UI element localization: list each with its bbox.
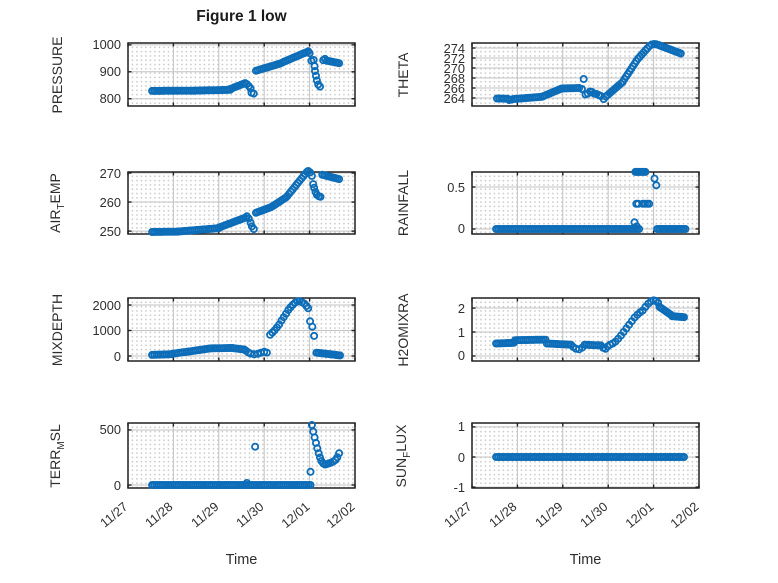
y-axis-label-rainfall: RAINFALL — [395, 169, 411, 237]
y-tick-label-theta: 270 — [443, 60, 465, 76]
data-points-h2omixra — [492, 296, 689, 354]
panel-air-temp — [127, 166, 356, 236]
y-tick-label-terr-msl: 500 — [99, 422, 121, 438]
y-axis-label-theta: THETA — [395, 52, 411, 97]
axes-frame-mixdepth — [127, 297, 356, 362]
tick-marks-theta — [471, 43, 700, 106]
y-tick-label-h2omixra: 1 — [457, 324, 465, 340]
data-points-rainfall — [492, 167, 690, 233]
major-grid-air-temp — [128, 172, 355, 234]
data-points-mixdepth — [148, 297, 344, 360]
y-tick-label-theta: 268 — [443, 70, 465, 86]
y-tick-label-rainfall: 0 — [457, 221, 465, 237]
major-grid-rainfall — [472, 172, 699, 234]
data-points-theta — [492, 40, 685, 105]
panel-rainfall — [471, 167, 700, 235]
panel-sun-flux — [471, 422, 700, 489]
data-points-terr-msl — [148, 420, 344, 489]
y-tick-label-h2omixra: 2 — [457, 300, 465, 316]
figure-title: Figure 1 low — [196, 8, 287, 25]
data-points-pressure — [148, 47, 344, 98]
y-tick-label-mixdepth: 2000 — [92, 297, 121, 313]
tick-marks-sun-flux — [471, 423, 700, 488]
axes-frame-pressure — [127, 42, 356, 107]
panel-theta — [471, 40, 700, 107]
y-axis-label-pressure: PRESSURE — [49, 35, 65, 114]
y-axis-label-terr-msl: TERRMSL — [47, 423, 67, 488]
y-tick-label-terr-msl: 0 — [113, 477, 121, 493]
panel-terr-msl — [127, 420, 356, 489]
y-axis-label-h2omixra: H2OMIXRA — [395, 292, 411, 367]
y-tick-label-rainfall: 0.5 — [447, 179, 465, 195]
y-tick-label-pressure: 1000 — [92, 37, 121, 53]
x-axis-label: Time — [225, 552, 258, 568]
tick-marks-rainfall — [471, 172, 700, 234]
tick-marks-mixdepth — [127, 298, 356, 361]
y-tick-label-sun-flux: 0 — [457, 449, 465, 465]
y-tick-label-theta: 272 — [443, 50, 465, 66]
y-axis-label-mixdepth: MIXDEPTH — [49, 293, 65, 366]
axes-frame-air-temp — [127, 171, 356, 235]
axes-frame-h2omixra — [471, 297, 700, 362]
minor-grid-air-temp — [128, 172, 355, 234]
data-points-air-temp — [148, 166, 344, 236]
y-tick-label-air-temp: 250 — [99, 223, 121, 239]
minor-grid-rainfall — [472, 172, 699, 234]
y-tick-label-h2omixra: 0 — [457, 348, 465, 364]
axes-frame-sun-flux — [471, 422, 700, 489]
y-tick-label-mixdepth: 0 — [113, 348, 121, 364]
y-tick-label-air-temp: 270 — [99, 165, 121, 181]
tick-marks-air-temp — [127, 172, 356, 234]
major-grid-pressure — [128, 43, 355, 106]
panel-mixdepth — [127, 297, 356, 362]
y-tick-label-air-temp: 260 — [99, 194, 121, 210]
data-points-sun-flux — [492, 452, 689, 461]
y-tick-label-theta: 264 — [443, 90, 465, 106]
y-tick-label-theta: 266 — [443, 80, 465, 96]
x-axis-label: Time — [569, 552, 602, 568]
minor-grid-pressure — [128, 43, 355, 106]
y-tick-label-mixdepth: 1000 — [92, 323, 121, 338]
tick-marks-pressure — [127, 43, 356, 106]
axes-frame-theta — [471, 42, 700, 107]
y-tick-label-pressure: 800 — [99, 91, 121, 107]
y-tick-label-theta: 274 — [443, 40, 465, 56]
y-axis-label-air-temp: AIRTEMP — [47, 173, 67, 233]
panel-pressure — [127, 42, 356, 107]
y-tick-label-sun-flux: -1 — [453, 479, 465, 495]
y-axis-label-sun-flux: SUNFLUX — [393, 424, 413, 487]
y-tick-label-pressure: 900 — [99, 64, 121, 80]
panel-h2omixra — [471, 296, 700, 362]
axes-frame-rainfall — [471, 171, 700, 235]
y-tick-label-sun-flux: 1 — [457, 419, 465, 435]
